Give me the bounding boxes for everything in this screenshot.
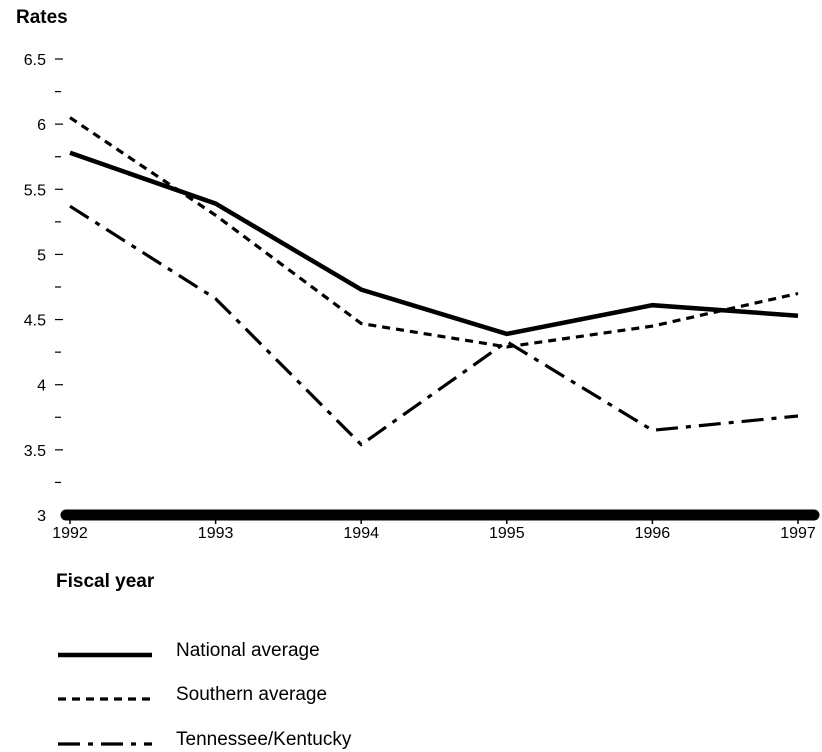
y-axis: 3 3.5 4 4.5 5 5.5 6 6.5: [24, 52, 63, 525]
y-tick-label: 5.5: [24, 182, 46, 199]
y-tick-label: 6: [37, 117, 46, 134]
y-tick-label: 4.5: [24, 313, 46, 330]
x-tick-label: 1993: [198, 525, 234, 542]
y-tick-label: 4: [37, 378, 46, 395]
series-line-national-average: [69, 150, 799, 337]
series-lines: [69, 116, 799, 447]
y-tick-label: 3: [37, 508, 46, 525]
y-tick-label: 6.5: [24, 52, 46, 69]
x-tick-label: 1994: [343, 525, 379, 542]
x-axis: 1992 1993 1994 1995 1996 1997: [52, 509, 820, 542]
y-tick-label: 3.5: [24, 443, 46, 460]
legend-label-southern-average: Southern average: [176, 684, 327, 705]
x-tick-label: 1992: [52, 525, 88, 542]
series-line-southern-average: [69, 116, 799, 349]
legend: National average Southern average Tennesse…: [58, 640, 352, 750]
y-axis-title: Rates: [16, 7, 68, 28]
legend-label-tennessee-kentucky: Tennessee/Kentucky: [176, 729, 352, 750]
x-axis-title: Fiscal year: [56, 571, 155, 592]
x-tick-label: 1995: [489, 525, 525, 542]
y-tick-label: 5: [37, 247, 46, 264]
legend-label-national-average: National average: [176, 640, 320, 661]
x-tick-label: 1997: [780, 525, 816, 542]
series-line-tennessee-kentucky: [69, 204, 799, 447]
x-tick-label: 1996: [635, 525, 671, 542]
